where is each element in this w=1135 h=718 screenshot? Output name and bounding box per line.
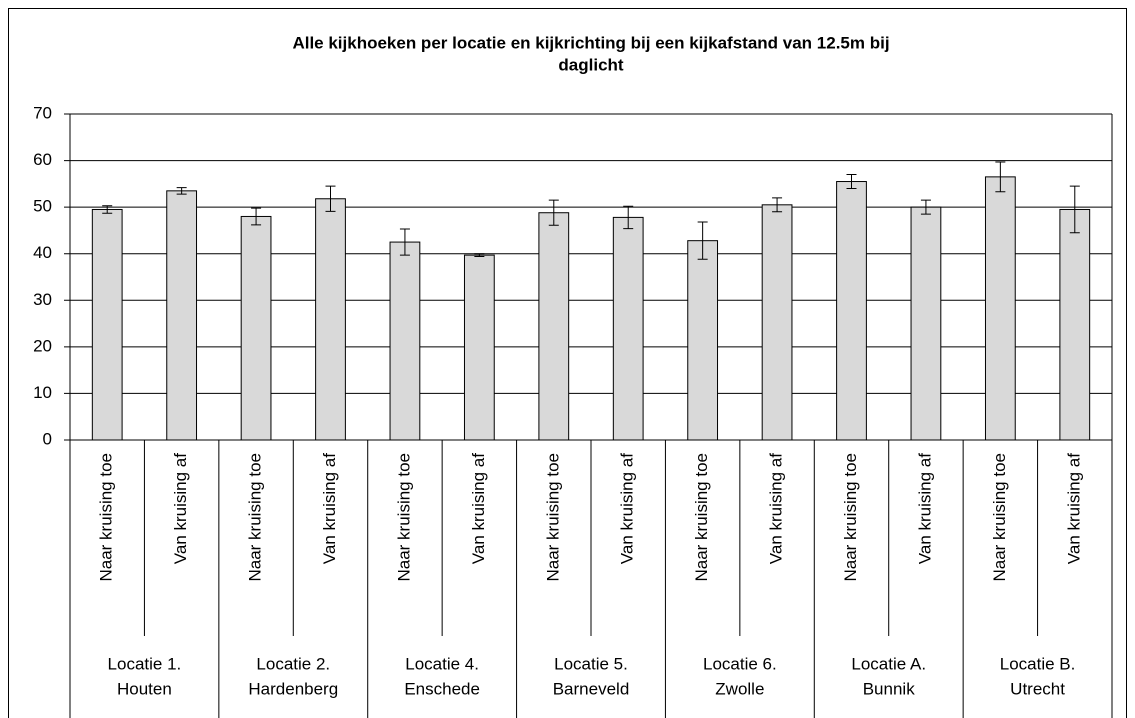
error-bar xyxy=(846,174,857,190)
chart-title: Alle kijkhoeken per locatie en kijkricht… xyxy=(292,33,889,52)
x-tick-label: Van kruising af xyxy=(767,453,786,564)
error-bar xyxy=(102,205,113,214)
bar xyxy=(1059,208,1091,441)
x-tick-label: Van kruising af xyxy=(915,453,934,564)
x-tick-label: Naar kruising toe xyxy=(394,453,413,582)
x-tick-label: Naar kruising toe xyxy=(692,453,711,582)
y-tick-label: 40 xyxy=(33,243,52,262)
group-label: Bunnik xyxy=(863,679,915,698)
error-bar xyxy=(548,199,559,226)
y-tick-label: 10 xyxy=(33,383,52,402)
bar xyxy=(984,176,1016,441)
group-label: Houten xyxy=(117,679,172,698)
bar xyxy=(836,181,867,441)
x-tick-label: Naar kruising toe xyxy=(543,453,562,582)
x-tick-label: Van kruising af xyxy=(171,453,190,564)
group-label: Locatie 2. xyxy=(256,654,330,673)
bar xyxy=(315,198,346,441)
error-bar xyxy=(995,161,1006,193)
y-tick-label: 50 xyxy=(33,197,52,216)
group-label: Locatie 6. xyxy=(703,654,777,673)
chart-border xyxy=(8,8,1127,718)
y-tick-label: 70 xyxy=(33,103,52,122)
group-label: Barneveld xyxy=(553,679,630,698)
error-bar xyxy=(697,221,708,260)
error-bar xyxy=(251,207,262,226)
error-bar xyxy=(623,205,634,230)
y-tick-label: 0 xyxy=(43,429,52,448)
group-label: Locatie 4. xyxy=(405,654,479,673)
bar xyxy=(166,190,198,441)
x-tick-label: Van kruising af xyxy=(469,453,488,564)
bar xyxy=(761,204,793,441)
group-label: Locatie 1. xyxy=(108,654,182,673)
x-tick-label: Van kruising af xyxy=(320,453,339,564)
group-label: Enschede xyxy=(404,679,480,698)
y-tick-label: 60 xyxy=(33,150,52,169)
error-bar xyxy=(325,185,336,212)
x-tick-label: Van kruising af xyxy=(618,453,637,564)
x-tick-label: Naar kruising toe xyxy=(246,453,265,582)
group-label: Zwolle xyxy=(715,679,764,698)
error-bar xyxy=(474,253,485,258)
x-tick-label: Naar kruising toe xyxy=(990,453,1009,582)
group-label: Locatie 5. xyxy=(554,654,628,673)
bar xyxy=(687,240,719,441)
group-label: Locatie B. xyxy=(1000,654,1076,673)
x-tick-label: Naar kruising toe xyxy=(97,453,116,582)
error-bar xyxy=(176,187,187,195)
bar xyxy=(538,212,570,441)
group-label: Locatie A. xyxy=(851,654,926,673)
bar xyxy=(910,206,942,441)
bar xyxy=(240,215,272,441)
error-bar xyxy=(1069,185,1080,234)
x-tick-label: Naar kruising toe xyxy=(841,453,860,582)
group-label: Utrecht xyxy=(1010,679,1065,698)
bar xyxy=(612,216,644,441)
x-tick-label: Van kruising af xyxy=(1064,453,1083,564)
bar xyxy=(91,208,123,441)
error-bar xyxy=(772,197,783,213)
error-bar xyxy=(399,228,410,256)
group-label: Hardenberg xyxy=(248,679,338,698)
chart-title: daglicht xyxy=(558,55,624,74)
bar xyxy=(463,254,495,441)
bar xyxy=(389,241,421,441)
y-tick-label: 30 xyxy=(33,290,52,309)
y-tick-label: 20 xyxy=(33,336,52,355)
error-bar xyxy=(920,199,931,215)
